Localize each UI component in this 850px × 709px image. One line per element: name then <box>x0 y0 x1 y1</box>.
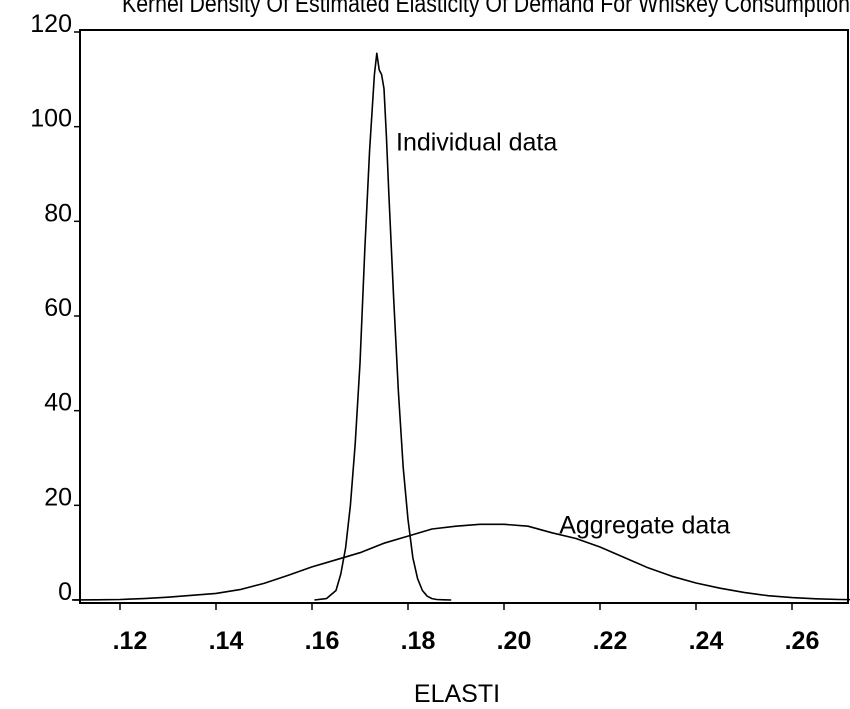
series-individual-data-line <box>314 52 452 601</box>
annotation-label: Aggregate data <box>559 512 730 540</box>
x-tick-label: .26 <box>785 627 820 655</box>
y-tick-label: 120 <box>30 10 72 38</box>
x-axis-label: ELASTI <box>414 680 500 708</box>
x-tick-label: .22 <box>593 627 628 655</box>
chart-title: Kernel Density Of Estimated Elasticity O… <box>122 0 850 18</box>
y-tick-label: 0 <box>58 578 72 606</box>
x-tick-label: .12 <box>113 627 148 655</box>
y-tick-label: 20 <box>44 483 72 511</box>
x-tick-label: .16 <box>305 627 340 655</box>
plot-area: 020406080100120.12.14.16.18.20.22.24.26.… <box>30 10 850 655</box>
y-tick-label: 40 <box>44 389 72 417</box>
x-tick-label: .18 <box>401 627 436 655</box>
plot-frame <box>79 29 849 604</box>
x-tick-label: .14 <box>209 627 244 655</box>
y-tick-label: 80 <box>44 199 72 227</box>
x-tick-label: .20 <box>497 627 532 655</box>
series-aggregate-data-line <box>71 523 850 601</box>
y-tick-label: 100 <box>30 105 72 133</box>
y-tick-label: 60 <box>44 294 72 322</box>
x-tick-label: .24 <box>689 627 724 655</box>
annotation-label: Individual data <box>396 128 557 156</box>
